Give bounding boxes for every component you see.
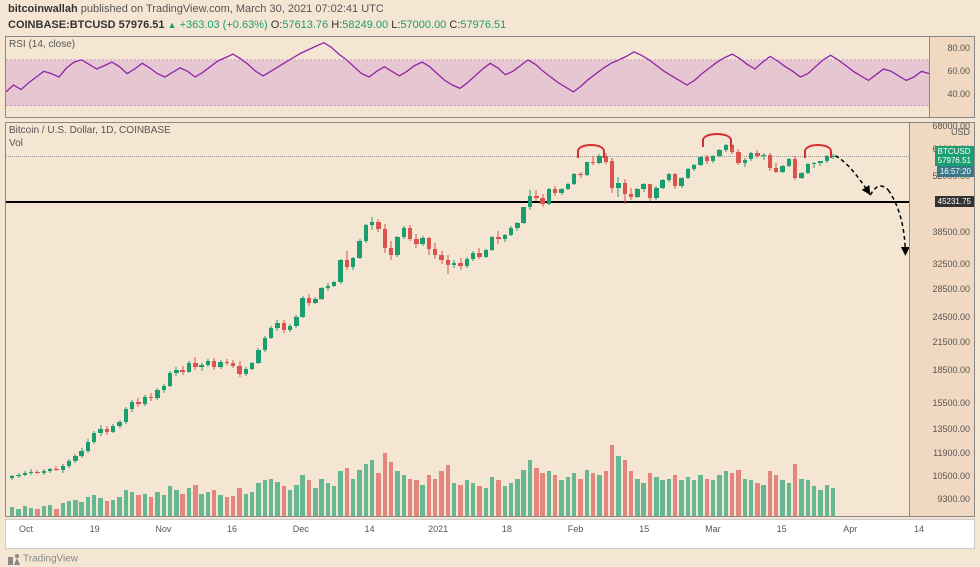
price-axis: USD 68000.0060000.0052000.0038500.003250… <box>909 123 974 516</box>
tradingview-logo: TradingView <box>8 553 78 565</box>
chart-area <box>6 123 909 516</box>
main-chart-panel[interactable]: Bitcoin / U.S. Dollar, 1D, COINBASE Vol … <box>5 122 975 517</box>
symbol: COINBASE:BTCUSD <box>8 19 116 31</box>
ohlc-h: 58249.00 <box>342 19 388 31</box>
header-meta: bitcoinwallah published on TradingView.c… <box>8 3 384 15</box>
author: bitcoinwallah <box>8 3 78 15</box>
published-text: published on TradingView.com, March 30, … <box>81 3 384 15</box>
ohlc-h-label: H: <box>331 19 342 31</box>
rsi-panel[interactable]: RSI (14, close) 80.0060.0040.00 <box>5 36 975 118</box>
ohlc-bar: COINBASE:BTCUSD 57976.51 ▲ +363.03 (+0.6… <box>8 19 506 31</box>
rsi-line <box>6 37 929 117</box>
rsi-axis: 80.0060.0040.00 <box>929 37 974 117</box>
ohlc-o-label: O: <box>271 19 283 31</box>
ohlc-l: 57000.00 <box>400 19 446 31</box>
ohlc-o: 57613.76 <box>282 19 328 31</box>
ohlc-c-label: C: <box>449 19 460 31</box>
ohlc-c: 57976.51 <box>460 19 506 31</box>
change: +363.03 (+0.63%) <box>180 19 268 31</box>
last-price: 57976.51 <box>119 19 165 31</box>
arrow-up-icon: ▲ <box>168 20 177 30</box>
x-axis: Oct19Nov16Dec14202118Feb15Mar15Apr14 <box>5 519 975 549</box>
